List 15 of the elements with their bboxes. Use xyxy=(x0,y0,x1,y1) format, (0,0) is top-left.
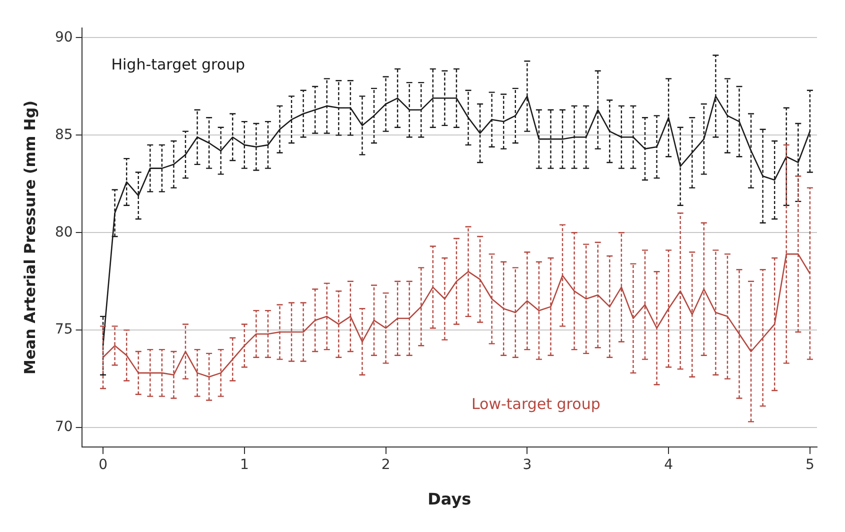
x-tick-label: 3 xyxy=(522,457,532,474)
x-axis-title: Days xyxy=(428,490,472,509)
x-tick-label: 5 xyxy=(805,457,814,474)
y-axis-title: Mean Arterial Pressure (mm Hg) xyxy=(20,100,39,374)
text: Low-target group xyxy=(471,394,600,413)
y-tick-label: 75 xyxy=(54,322,73,338)
y-tick-label: 85 xyxy=(54,126,73,143)
y-tick-label: 70 xyxy=(54,419,73,436)
x-tick-label: 2 xyxy=(381,457,390,474)
x-tick-label: 4 xyxy=(664,457,674,474)
text: High-target group xyxy=(111,56,246,74)
x-tick-label: 1 xyxy=(240,457,249,474)
x-tick-label: 0 xyxy=(98,457,108,474)
y-tick-label: 80 xyxy=(54,224,73,240)
y-tick-label: 90 xyxy=(54,29,73,46)
